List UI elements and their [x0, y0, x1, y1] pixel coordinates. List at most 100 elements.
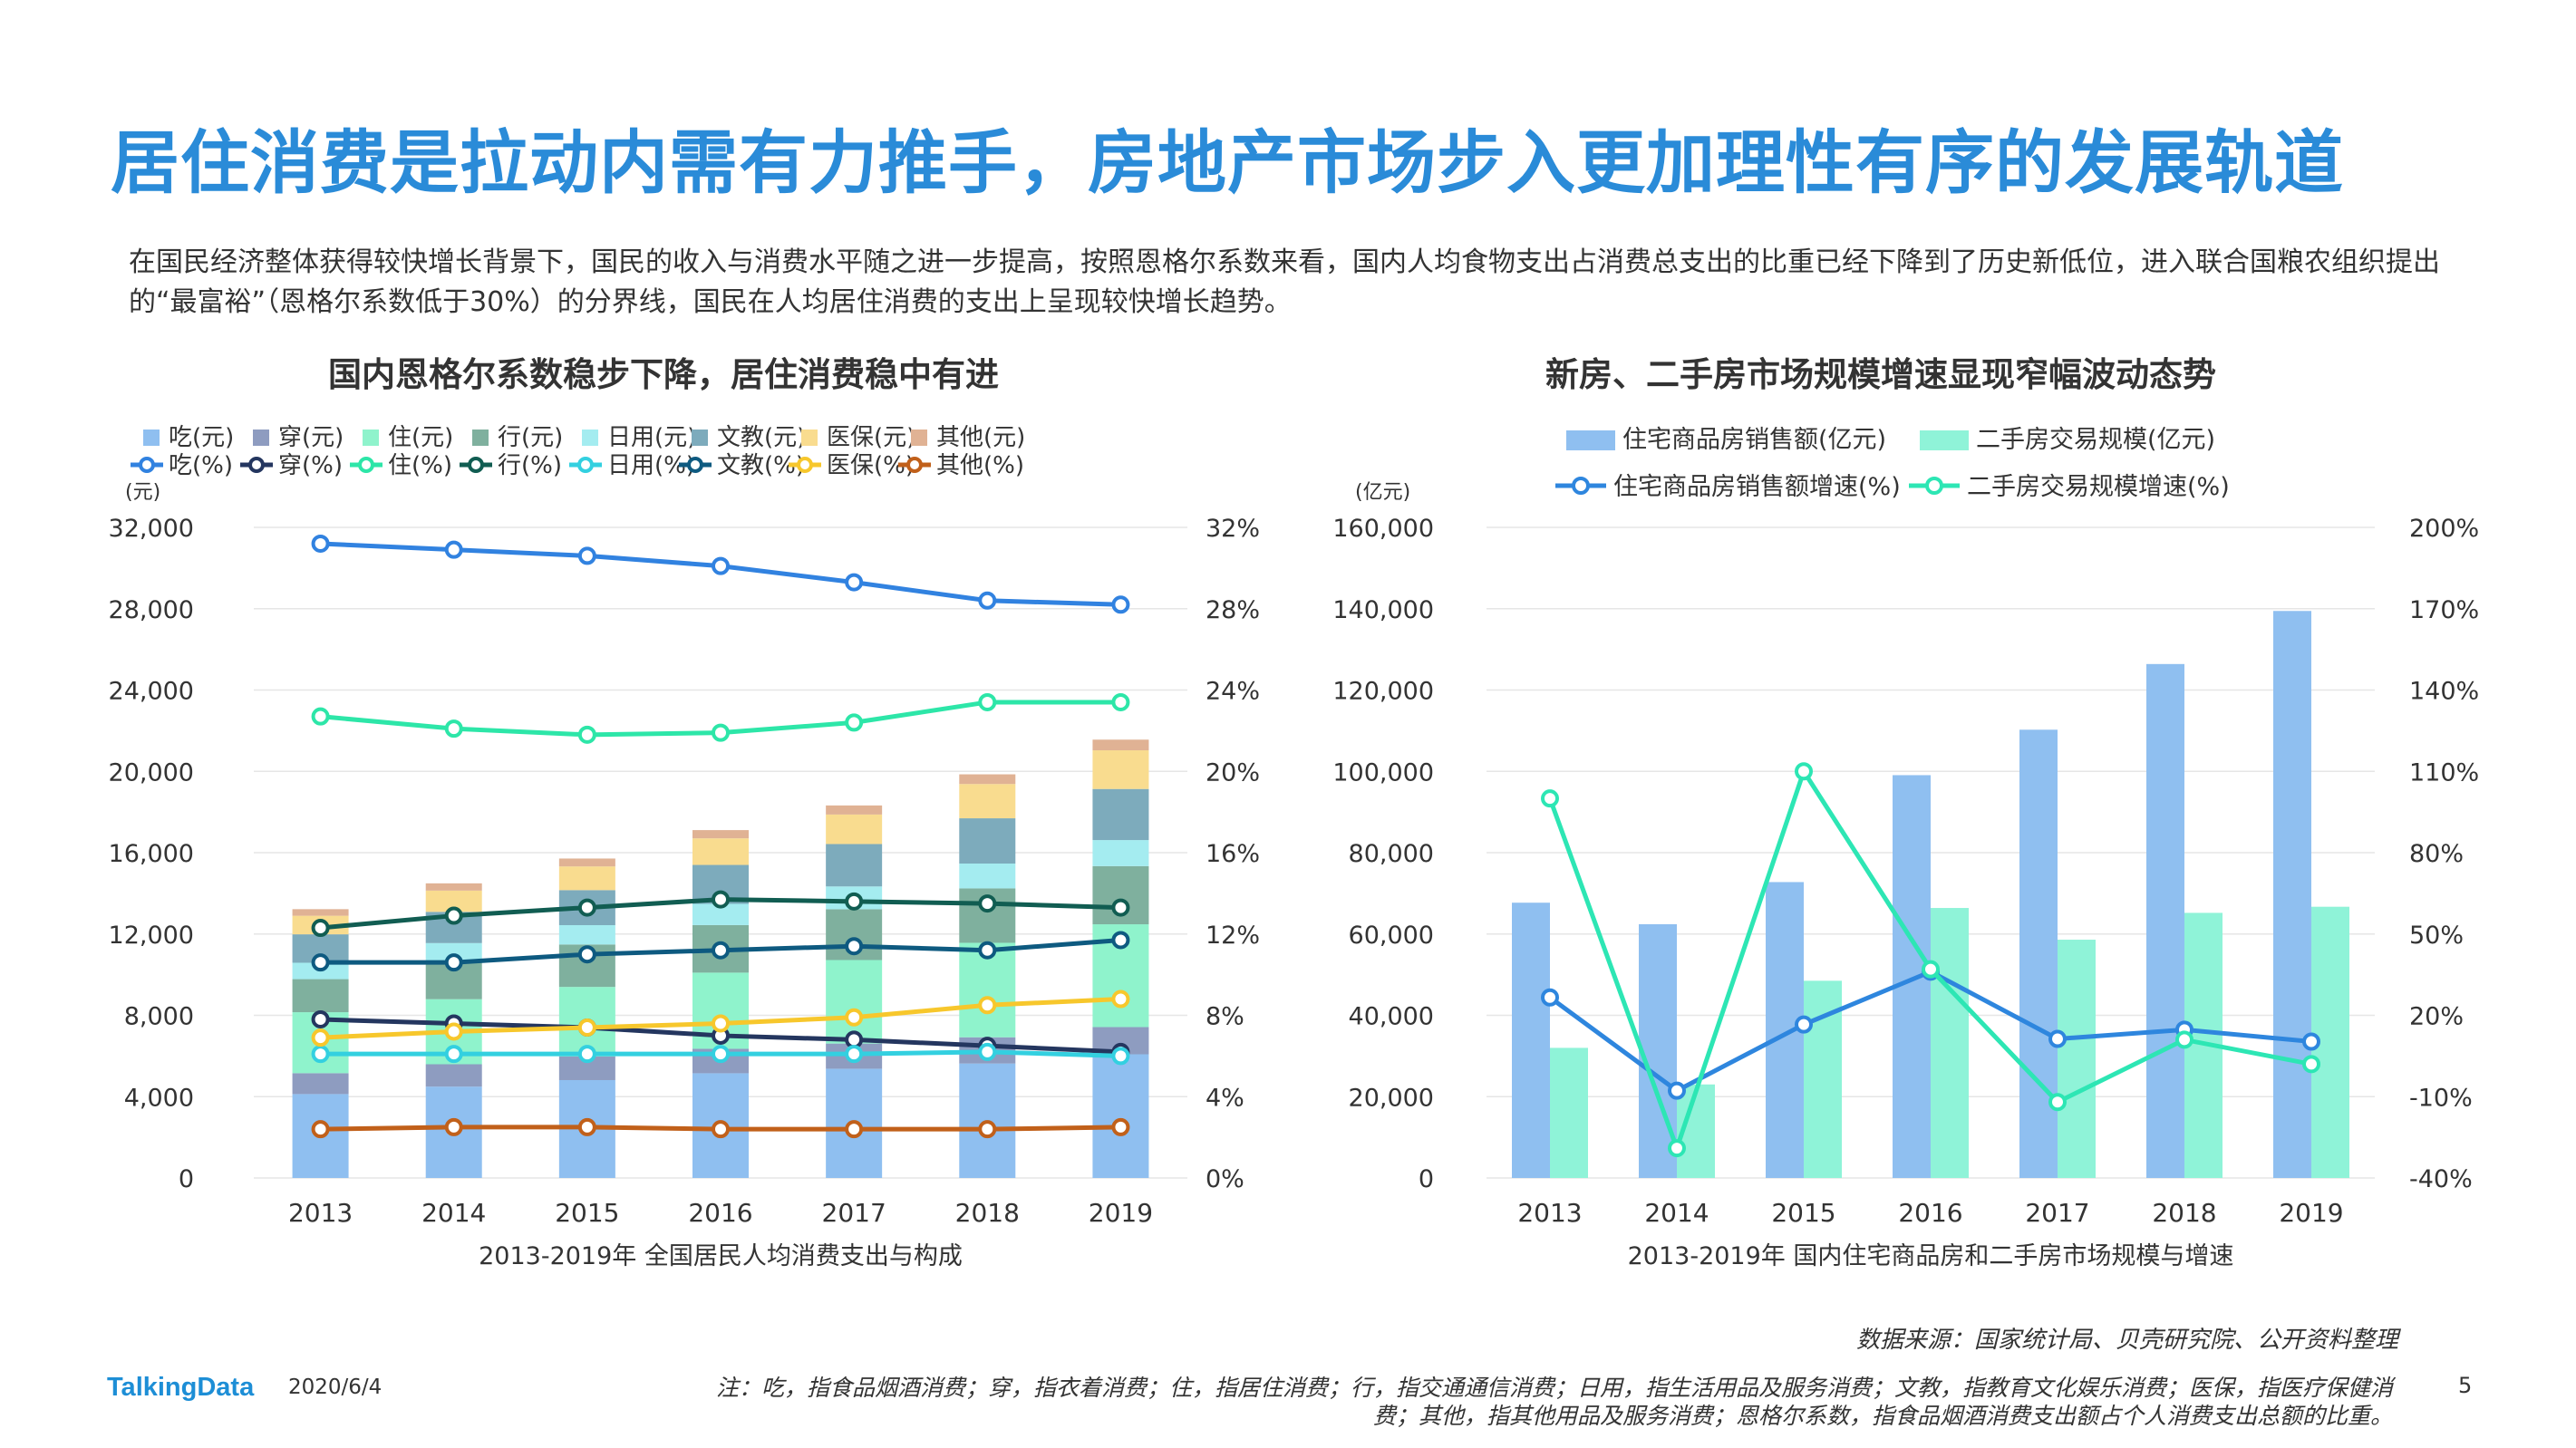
legend-label: 其他(元) — [936, 424, 1025, 451]
bar — [292, 909, 349, 916]
x-tick-label: 2016 — [688, 1198, 752, 1228]
legend-swatch — [801, 430, 818, 446]
data-point — [311, 919, 330, 938]
data-point — [577, 898, 596, 917]
x-tick-label: 2018 — [2152, 1198, 2216, 1228]
y2-tick-label: 140% — [2409, 678, 2479, 706]
data-point — [1668, 1139, 1686, 1158]
bar — [292, 979, 349, 1013]
data-point — [1111, 898, 1130, 917]
data-point — [1795, 762, 1813, 781]
bar — [2019, 729, 2058, 1178]
y-tick-label: 16,000 — [109, 840, 194, 868]
data-point — [845, 1045, 864, 1064]
data-point — [845, 1120, 864, 1139]
data-point — [577, 1018, 596, 1037]
data-point — [845, 573, 864, 592]
y2-tick-label: 110% — [2409, 758, 2479, 787]
data-point — [1111, 1047, 1130, 1066]
data-point — [712, 1014, 730, 1033]
y2-tick-label: 0% — [1206, 1165, 1244, 1193]
y-tick-label: 32,000 — [109, 515, 194, 543]
bar — [2058, 940, 2096, 1178]
bar — [692, 830, 749, 839]
y2-tick-label: 12% — [1206, 922, 1260, 950]
data-point — [577, 1117, 596, 1136]
bar — [1931, 908, 1969, 1178]
data-point — [444, 906, 463, 925]
legend-swatch — [472, 430, 489, 446]
talkingdata-logo: TalkingData — [107, 1373, 255, 1402]
y2-tick-label: 170% — [2409, 596, 2479, 624]
bar — [425, 942, 482, 961]
legend-label: 二手房交易规模增速(%) — [1967, 473, 2230, 501]
data-point — [712, 1045, 730, 1064]
data-point — [1111, 989, 1130, 1009]
y2-tick-label: 8% — [1206, 1003, 1244, 1031]
y-tick-label: 80,000 — [1349, 840, 1434, 868]
page-number: 5 — [2458, 1373, 2473, 1398]
data-point — [1111, 595, 1130, 614]
y-tick-label: 0 — [1419, 1165, 1434, 1193]
legend-marker — [797, 457, 813, 473]
legend-swatch — [363, 430, 379, 446]
bar — [1092, 1054, 1149, 1178]
bar — [692, 903, 749, 925]
data-point — [1795, 1015, 1813, 1034]
legend-swatch — [911, 430, 927, 446]
x-tick-label: 2013 — [1517, 1198, 1582, 1228]
legend-label: 吃(%) — [169, 452, 233, 479]
data-point — [444, 1045, 463, 1064]
bar — [826, 805, 883, 815]
x-tick-label: 2015 — [555, 1198, 619, 1228]
chart-caption: 2013-2019年 全国居民人均消费支出与构成 — [479, 1242, 963, 1270]
legend-label: 住(元) — [388, 424, 453, 451]
data-point — [978, 1042, 997, 1061]
legend-label: 穿(%) — [278, 452, 343, 479]
y-tick-label: 24,000 — [109, 678, 194, 706]
intro-paragraph: 在国民经济整体获得较快增长背景下，国民的收入与消费水平随之进一步提高，按照恩格尔… — [129, 246, 2440, 318]
y-axis-unit: (亿元) — [1355, 481, 1410, 504]
bar — [1550, 1047, 1588, 1178]
bar — [425, 883, 482, 891]
data-point — [978, 894, 997, 913]
y-axis-unit: (元) — [125, 481, 160, 504]
legend-label: 行(元) — [498, 424, 563, 451]
y2-tick-label: -40% — [2409, 1165, 2473, 1193]
data-point — [978, 941, 997, 960]
legend-marker — [1925, 477, 1943, 495]
bar — [558, 858, 615, 867]
legend-swatch — [582, 430, 598, 446]
y2-tick-label: 16% — [1206, 840, 1260, 868]
data-point — [311, 707, 330, 726]
data-point — [311, 1028, 330, 1047]
data-point — [311, 1120, 330, 1139]
bar — [1092, 788, 1149, 841]
data-point — [978, 996, 997, 1015]
bar — [2273, 611, 2311, 1178]
legend-label: 住(%) — [388, 452, 452, 479]
data-point — [845, 713, 864, 732]
bar — [292, 1073, 349, 1095]
bar — [425, 890, 482, 912]
y-tick-label: 12,000 — [109, 922, 194, 950]
y-tick-label: 8,000 — [124, 1003, 194, 1031]
bar — [2146, 663, 2184, 1178]
y-tick-label: 160,000 — [1332, 515, 1434, 543]
legend-swatch — [1566, 430, 1615, 450]
data-point — [311, 1009, 330, 1028]
legend-swatch — [143, 430, 160, 446]
bar — [1092, 739, 1149, 751]
data-point — [712, 1120, 730, 1139]
y-tick-label: 20,000 — [109, 758, 194, 787]
bar — [558, 866, 615, 891]
x-tick-label: 2014 — [1644, 1198, 1709, 1228]
bar — [1092, 750, 1149, 789]
data-point — [444, 1117, 463, 1136]
bar — [959, 784, 1016, 819]
data-point — [2302, 1055, 2320, 1074]
legend-swatch — [1920, 430, 1969, 450]
legend-label: 医保(元) — [827, 424, 915, 451]
data-point — [577, 1045, 596, 1064]
